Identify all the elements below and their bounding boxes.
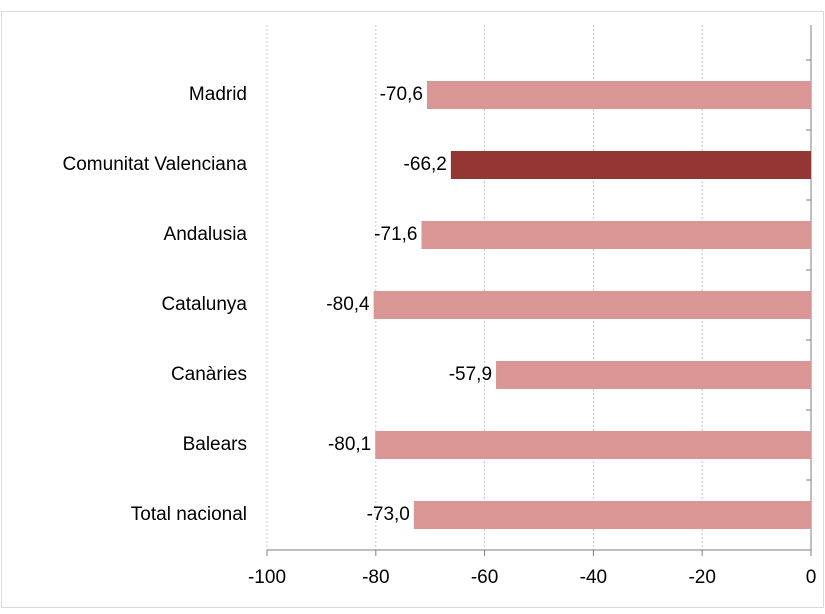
- bar: [496, 361, 811, 389]
- x-tick-label: 0: [806, 567, 817, 588]
- value-label: -66,2: [404, 154, 447, 175]
- bar: [421, 221, 811, 249]
- y-tick-label: Catalunya: [161, 294, 247, 315]
- bar: [413, 501, 811, 529]
- bar: [426, 81, 811, 109]
- value-label: -73,0: [367, 504, 410, 525]
- value-label: -57,9: [449, 364, 492, 385]
- x-tick-label: -40: [580, 567, 607, 588]
- x-tick-label: -60: [471, 567, 498, 588]
- y-tick-label: Canàries: [171, 364, 247, 385]
- x-tick-label: -80: [362, 567, 389, 588]
- x-tick-label: -100: [248, 567, 286, 588]
- value-label: -80,4: [326, 294, 370, 315]
- y-tick-label: Andalusia: [164, 224, 248, 245]
- y-tick-label: Total nacional: [131, 504, 247, 525]
- value-label: -80,1: [328, 434, 371, 455]
- y-tick-label: Balears: [183, 434, 247, 455]
- y-tick-label: Madrid: [189, 84, 247, 105]
- bar: [373, 291, 811, 319]
- value-label: -71,6: [374, 224, 417, 245]
- value-label: -70,6: [380, 84, 423, 105]
- bar: [450, 151, 811, 179]
- y-tick-label: Comunitat Valenciana: [63, 154, 248, 175]
- x-tick-label: -20: [688, 567, 715, 588]
- bar: [375, 431, 811, 459]
- chart-border: [1, 11, 824, 608]
